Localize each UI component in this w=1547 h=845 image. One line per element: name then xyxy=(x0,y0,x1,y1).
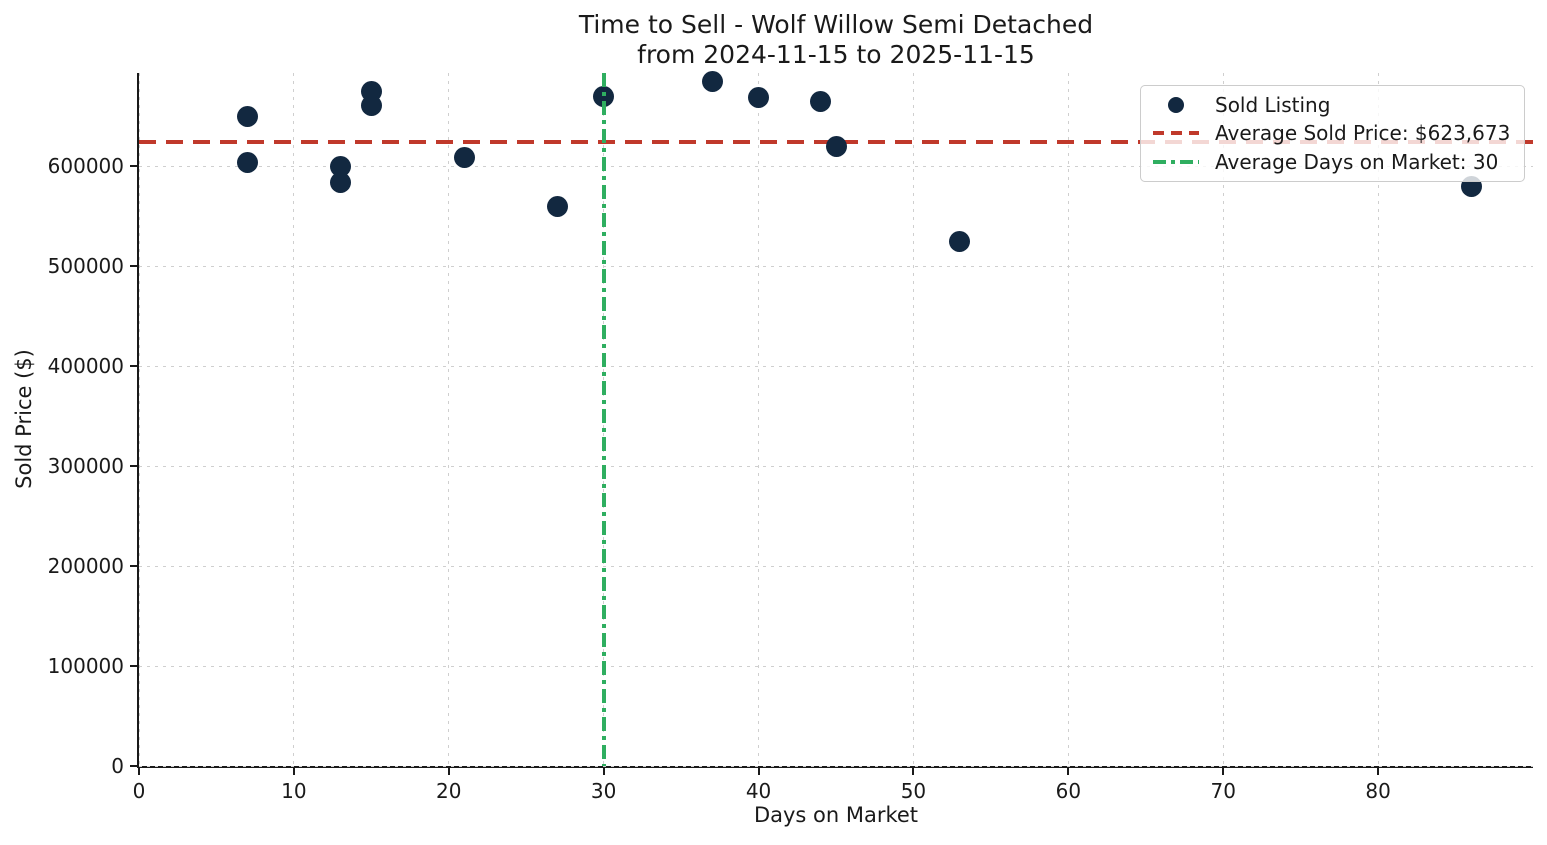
average-days-on-market-line xyxy=(601,73,606,766)
legend-label-sold-listing: Sold Listing xyxy=(1215,93,1331,118)
y-tick-label: 0 xyxy=(111,754,124,778)
x-gridline xyxy=(912,73,914,766)
x-tick xyxy=(602,768,605,775)
y-tick xyxy=(130,765,137,767)
y-tick xyxy=(130,265,137,267)
x-tick xyxy=(1377,768,1380,775)
x-tick-label: 70 xyxy=(1210,779,1236,803)
legend-marker xyxy=(1151,97,1201,114)
legend-label-average-sold-price: Average Sold Price: $623,673 xyxy=(1215,121,1511,146)
y-tick-label: 100000 xyxy=(47,654,124,678)
x-gridline xyxy=(758,73,760,766)
y-tick-label: 500000 xyxy=(47,254,124,278)
x-tick-label: 30 xyxy=(590,779,617,803)
legend-item-average-days-on-market: Average Days on Market: 30 xyxy=(1151,148,1514,176)
legend-marker xyxy=(1151,159,1201,164)
chart-title-line2: from 2024-11-15 to 2025-11-15 xyxy=(637,40,1035,69)
dashdot-line-icon xyxy=(1153,159,1199,164)
plot-area: 0 10 20 30 40 50 60 70 80 0 100000 200000 300000 4000… xyxy=(48,70,1533,803)
x-tick xyxy=(138,768,140,775)
chart-title-line1: Time to Sell - Wolf Willow Semi Detached xyxy=(578,10,1094,39)
scatter-point-sold-listing xyxy=(236,152,258,173)
legend-item-sold-listing: Sold Listing xyxy=(1151,91,1514,119)
x-tick xyxy=(447,768,450,775)
x-axis-spine xyxy=(137,766,1533,768)
scatter-point-sold-listing xyxy=(825,135,847,157)
sold-listing-dot-icon xyxy=(1168,97,1184,114)
y-gridline xyxy=(139,765,1533,767)
scatter-point-sold-listing xyxy=(748,86,770,108)
y-gridline xyxy=(139,665,1533,667)
x-tick-label: 20 xyxy=(436,779,462,803)
x-tick xyxy=(1067,768,1070,775)
x-tick-label: 50 xyxy=(900,779,927,803)
legend-item-average-sold-price: Average Sold Price: $623,673 xyxy=(1151,119,1514,147)
y-tick xyxy=(130,465,137,467)
y-tick-label: 400000 xyxy=(47,354,124,378)
x-gridline xyxy=(1377,73,1379,766)
x-tick xyxy=(912,768,915,775)
x-axis-label: Days on Market xyxy=(753,803,919,827)
scatter-point-sold-listing xyxy=(329,155,351,177)
x-tick-label: 40 xyxy=(745,779,772,803)
y-tick-label: 300000 xyxy=(47,454,124,478)
y-tick xyxy=(130,565,137,567)
y-tick xyxy=(130,365,137,367)
scatter-point-sold-listing xyxy=(949,230,971,252)
y-gridline xyxy=(139,565,1533,567)
y-gridline xyxy=(139,265,1533,267)
legend-marker xyxy=(1151,131,1201,136)
scatter-point-sold-listing xyxy=(236,105,258,127)
x-tick xyxy=(1222,768,1225,775)
x-gridline xyxy=(448,73,450,766)
scatter-point-sold-listing xyxy=(360,95,382,117)
legend: Sold Listing Average Sold Price: $623,67… xyxy=(1140,85,1525,182)
x-gridline xyxy=(1067,73,1069,766)
x-tick-label: 80 xyxy=(1365,779,1391,803)
y-gridline xyxy=(139,465,1533,467)
scatter-point-sold-listing xyxy=(329,172,351,193)
scatter-point-sold-listing xyxy=(453,146,475,168)
chart-title: Time to Sell - Wolf Willow Semi Detached… xyxy=(139,10,1533,70)
y-tick xyxy=(130,165,137,167)
legend-label-average-days-on-market: Average Days on Market: 30 xyxy=(1215,149,1499,174)
scatter-point-sold-listing xyxy=(701,70,723,92)
x-tick-label: 10 xyxy=(281,779,307,803)
scatter-point-sold-listing xyxy=(546,195,568,217)
x-tick xyxy=(292,768,295,775)
x-gridline xyxy=(293,73,295,766)
y-gridline xyxy=(139,365,1533,367)
y-axis-spine xyxy=(137,73,139,768)
x-gridline xyxy=(138,73,140,766)
x-gridline xyxy=(1222,73,1224,766)
y-tick-label: 200000 xyxy=(47,554,124,578)
y-gridline xyxy=(139,165,1533,167)
x-tick-label: 0 xyxy=(132,779,146,803)
y-tick xyxy=(130,665,137,667)
scatter-point-sold-listing xyxy=(810,90,831,112)
dashed-line-icon xyxy=(1153,131,1199,136)
x-tick-label: 60 xyxy=(1055,779,1082,803)
y-tick-label: 600000 xyxy=(47,154,124,178)
x-tick xyxy=(757,768,760,775)
